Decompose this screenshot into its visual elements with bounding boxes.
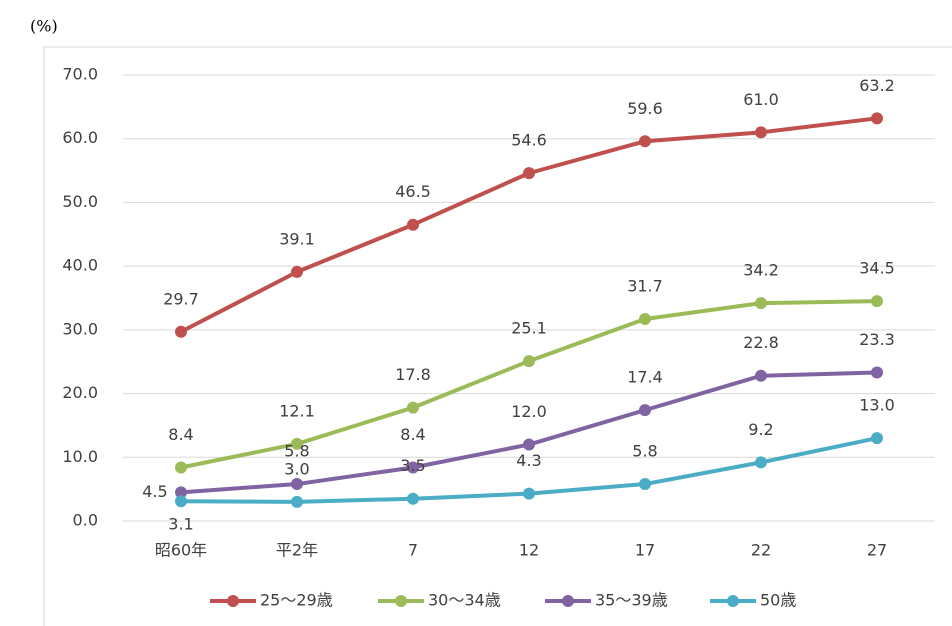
data-point [523,167,535,180]
data-label: 61.0 [743,90,779,109]
data-point [407,218,419,231]
data-label: 22.8 [743,333,779,352]
data-point [639,313,651,326]
legend-marker [727,595,739,607]
data-point [291,437,303,450]
data-label: 54.6 [511,131,547,150]
data-point [755,297,767,310]
y-tick-label: 70.0 [62,65,98,84]
data-label: 12.0 [511,402,547,421]
data-point [175,495,187,508]
data-point [407,492,419,505]
legend-label: 25～29歳 [260,591,333,610]
legend-marker [227,595,239,607]
data-label: 4.3 [516,451,541,470]
data-point [755,126,767,139]
data-label: 3.5 [400,456,425,475]
data-point [175,325,187,338]
series-line [180,116,878,334]
data-point [639,135,651,148]
data-label: 63.2 [859,76,895,95]
data-point [871,366,883,379]
data-label: 17.8 [395,365,431,384]
data-point [291,265,303,278]
x-tick-label: 昭60年 [155,541,207,560]
data-label: 29.7 [163,289,199,308]
data-point [175,461,187,474]
x-tick-label: 平2年 [276,541,318,560]
data-point [523,355,535,368]
x-tick-label: 22 [751,541,771,560]
x-tick-label: 27 [867,541,887,560]
data-label: 4.5 [142,482,167,501]
data-point [291,495,303,508]
y-tick-label: 60.0 [62,128,98,147]
legend-label: 30～34歳 [428,591,501,610]
x-tick-label: 12 [519,541,539,560]
data-point [871,432,883,445]
y-tick-label: 40.0 [62,256,98,275]
data-point [639,404,651,417]
y-tick-label: 20.0 [62,383,98,402]
data-label: 25.1 [511,319,547,338]
data-label: 31.7 [627,277,663,296]
data-label: 5.8 [284,442,309,461]
data-label: 3.1 [168,515,193,534]
data-label: 13.0 [859,396,895,415]
y-tick-label: 10.0 [62,447,98,466]
data-label: 46.5 [395,182,431,201]
data-point [523,487,535,500]
legend-label: 50歳 [760,591,796,610]
data-point [871,112,883,125]
data-label: 34.2 [743,261,779,280]
data-label: 9.2 [748,420,773,439]
x-tick-label: 7 [408,541,418,560]
data-label: 5.8 [632,442,657,461]
y-tick-label: 0.0 [73,511,98,530]
chart-border [43,46,952,626]
x-tick-label: 17 [635,541,655,560]
data-point [407,401,419,414]
data-label: 59.6 [627,99,663,118]
data-label: 3.0 [284,459,309,478]
data-point [755,369,767,382]
data-label: 17.4 [627,368,663,387]
data-label: 8.4 [168,425,193,444]
data-label: 34.5 [859,259,895,278]
data-point [523,438,535,451]
data-point [639,478,651,491]
data-point [175,486,187,499]
data-label: 23.3 [859,330,895,349]
data-point [407,461,419,474]
legend-marker [395,595,407,607]
data-label: 39.1 [279,229,315,248]
data-point [291,478,303,491]
data-point [871,295,883,308]
y-axis-label: (%) [30,17,58,36]
legend-label: 35～39歳 [595,591,668,610]
y-tick-label: 30.0 [62,319,98,338]
y-tick-label: 50.0 [62,192,98,211]
data-label: 8.4 [400,425,425,444]
data-point [755,456,767,469]
legend-marker [562,595,574,607]
data-label: 12.1 [279,401,315,420]
